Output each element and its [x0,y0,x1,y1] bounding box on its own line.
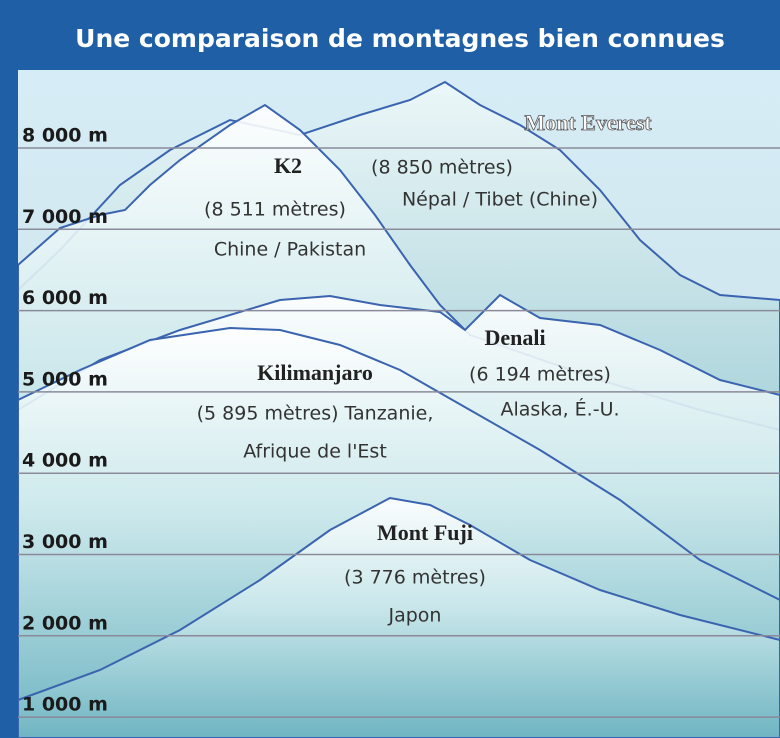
mountain-location: Japon [388,605,442,627]
level-label: 7 000 m [22,206,108,228]
mountain-location: Népal / Tibet (Chine) [402,189,598,211]
infographic: 8 000 m 7 000 m 6 000 m 5 000 m 4 000 m 3 000… [0,0,780,738]
mountain-location: Chine / Pakistan [214,239,366,261]
mountain-name: K2 [274,153,302,178]
mountain-location: Alaska, É.-U. [500,398,619,421]
mountain-height: (8 850 mètres) [371,157,513,179]
mountain-height: (6 194 mètres) [469,364,611,386]
level-label: 5 000 m [22,368,108,390]
mountain-name: Kilimanjaro [257,360,373,385]
level-label: 2 000 m [22,612,108,634]
mountain-name: Mont Fuji [377,520,473,545]
level-label: 4 000 m [22,450,108,472]
mountain-height: (3 776 mètres) [344,567,486,589]
left-border [0,0,18,738]
mountain-location: Afrique de l'Est [243,441,387,463]
level-label: 1 000 m [22,694,108,716]
level-label: 3 000 m [22,531,108,553]
mountain-name: Mont Everest [524,110,652,135]
level-label: 8 000 m [22,125,108,147]
mountain-name: Denali [484,325,545,350]
mountain-height: (5 895 mètres) Tanzanie, [197,403,434,425]
level-label: 6 000 m [22,287,108,309]
title: Une comparaison de montagnes bien connue… [75,24,725,53]
mountain-height: (8 511 mètres) [204,199,346,221]
